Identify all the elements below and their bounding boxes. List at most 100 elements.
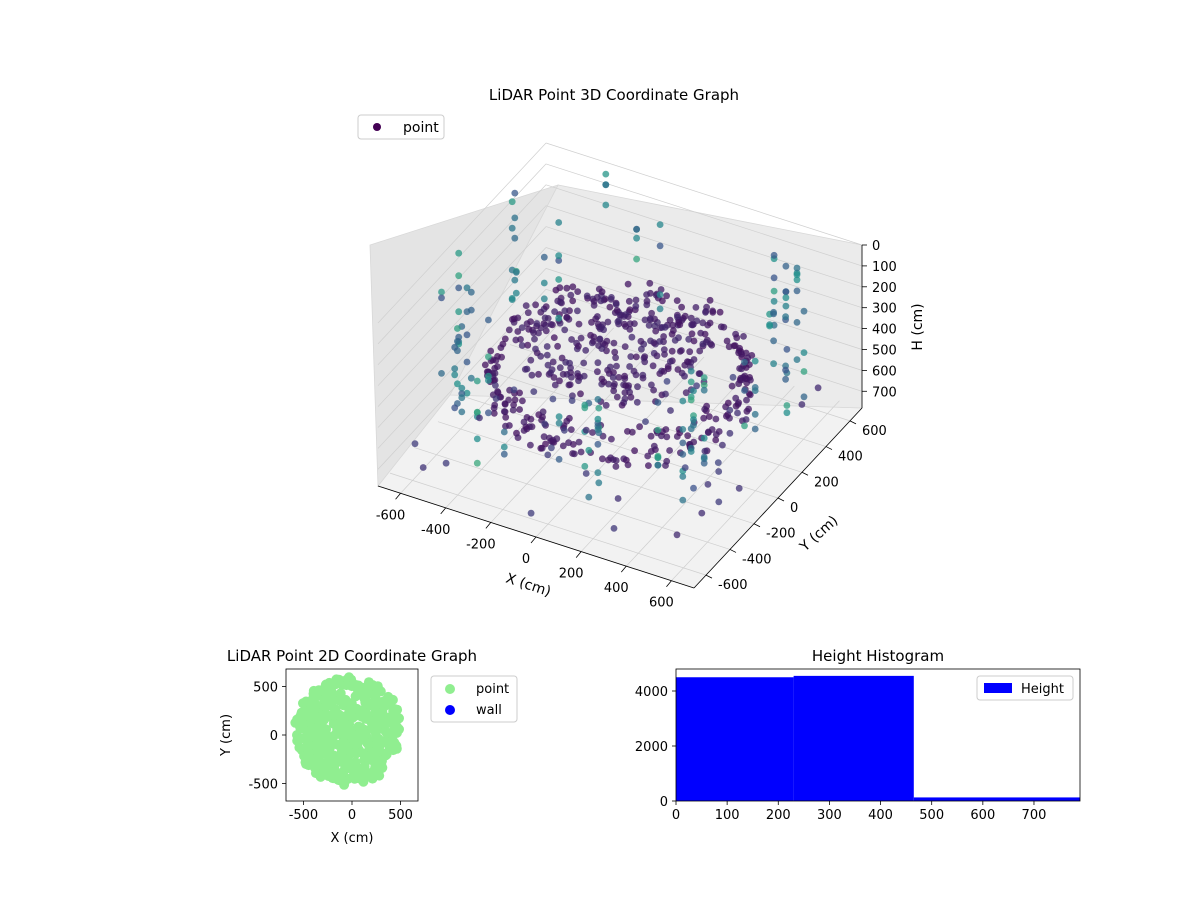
data-point [700,386,708,394]
data-point [647,337,654,345]
data-point [654,461,662,469]
data-point [685,335,693,343]
back-grid-h [545,163,863,267]
data-point [661,323,669,331]
data-point [549,395,557,403]
point-marker [294,716,304,727]
data-point [656,305,664,313]
data-point [649,362,657,370]
data-point [555,314,563,322]
data-point [569,297,577,305]
data-point [782,375,789,383]
data-point [497,344,505,351]
data-point [551,308,558,315]
x-tick-label: -400 [421,523,451,538]
data-point [438,370,445,377]
data-point [510,386,518,394]
point-marker [298,698,308,709]
back-grid-h [545,142,863,246]
data-point [530,388,538,395]
data-point [798,401,806,408]
data-point [535,329,542,337]
data-point [621,389,629,396]
data-point [599,455,606,463]
data-point [681,372,688,380]
data-point [544,451,552,459]
data-point [458,408,466,416]
data-point [609,374,617,381]
data-point [559,370,567,378]
data-point [500,428,508,436]
data-point [678,347,685,354]
z-tick-label: 600 [872,364,897,379]
data-point [728,382,736,390]
data-point [582,470,590,477]
data-point [793,356,801,363]
x-tick-label: 700 [1022,808,1047,823]
data-point [511,276,519,284]
data-point [594,359,602,367]
point-marker [394,724,404,735]
data-point [524,341,532,349]
data-point [518,324,526,331]
data-point [608,294,615,301]
data-point [669,321,677,329]
data-point [650,442,658,450]
data-point [745,405,752,413]
data-point [736,344,743,352]
chart-3d-title: LiDAR Point 3D Coordinate Graph [489,86,739,104]
point-marker [344,672,354,683]
data-point [637,337,645,345]
data-point [547,321,555,328]
data-point [554,342,561,350]
x-tick-label: 500 [919,808,944,823]
point-marker [341,741,351,752]
histogram-ticks: 0 100 200 300 400 500 600 700 0 2000 4000 [635,685,1046,823]
data-point [566,359,573,367]
data-point [583,292,591,300]
data-point [590,298,598,305]
data-point [770,287,778,295]
data-point [621,395,629,403]
point-marker [363,677,374,688]
data-point [458,394,466,402]
data-point [626,326,634,333]
data-point [485,316,492,324]
point-marker [332,724,343,735]
y-tick [753,523,761,528]
data-point [698,509,706,517]
data-point [500,408,508,415]
data-point [502,422,509,430]
data-point [494,388,501,395]
y-tick-label: -400 [742,552,772,567]
data-point [751,410,759,418]
data-point [660,368,668,375]
data-point [708,341,716,349]
data-point [501,335,509,343]
chart-3d-points [411,170,822,539]
data-point [419,464,427,471]
data-point [648,381,655,389]
data-point [594,368,601,376]
point-marker [352,734,363,744]
data-point [575,438,583,446]
data-point [633,353,640,361]
chart-2d-title: LiDAR Point 2D Coordinate Graph [227,647,477,665]
data-point [455,284,463,292]
z-tick-label: 100 [872,260,897,275]
x-tick-label: -200 [466,537,496,552]
data-point [594,415,602,423]
y-tick [825,446,833,450]
data-point [594,426,602,433]
data-point [687,448,695,455]
data-point [663,433,671,441]
data-point [621,372,628,380]
point-marker [346,681,357,692]
data-point [438,288,445,296]
data-point [732,394,740,402]
data-point [491,369,499,377]
y-tick-label: 500 [253,680,278,695]
data-point [613,393,621,401]
chart-3d-legend: point [357,114,445,140]
histogram-bars [676,675,1080,801]
